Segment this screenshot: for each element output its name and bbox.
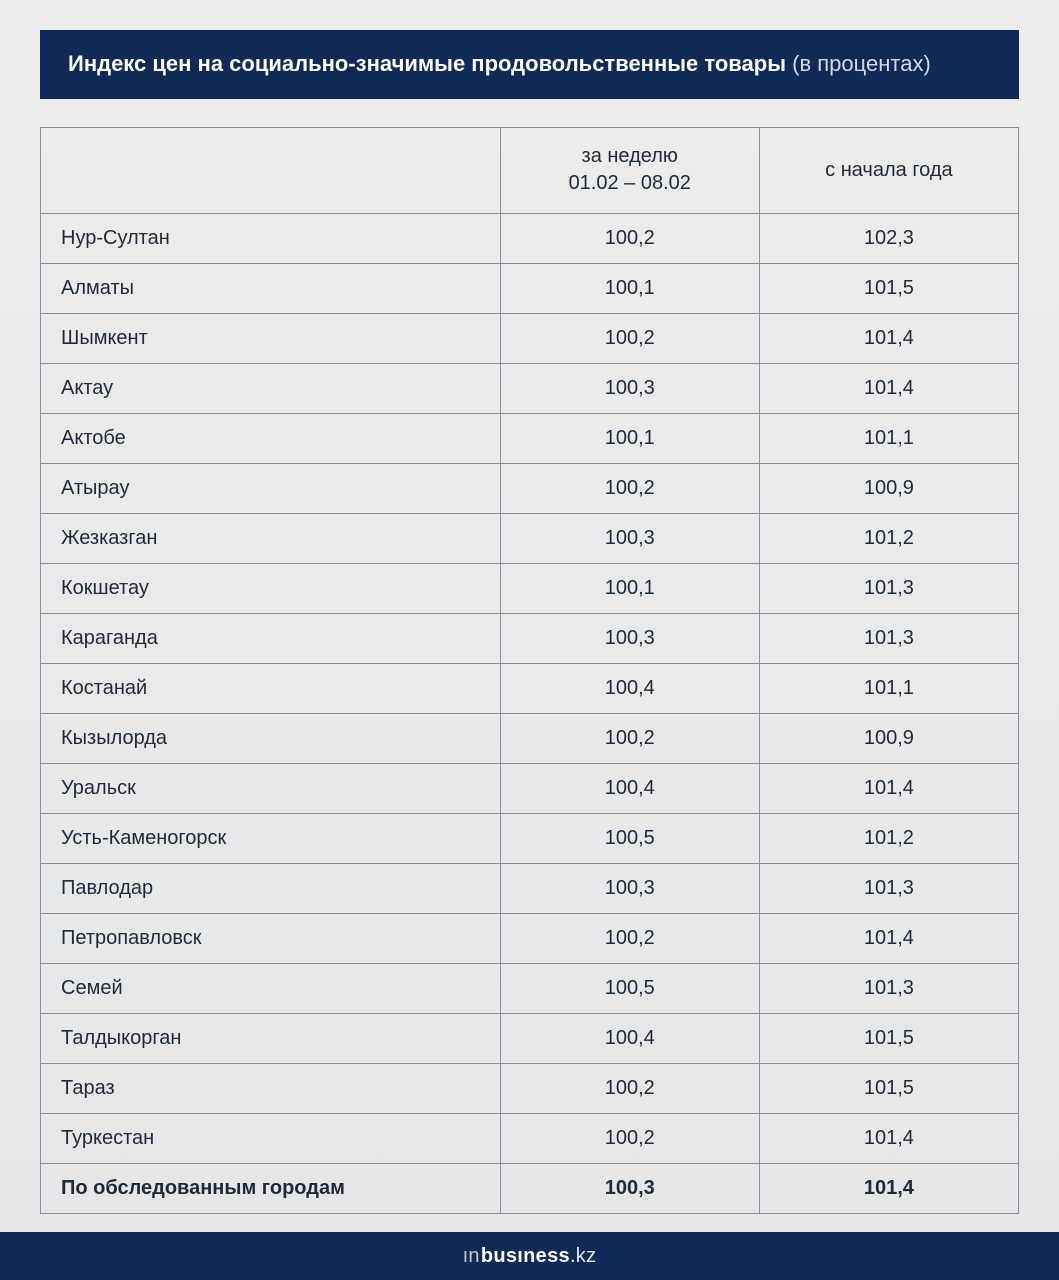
week-cell: 100,2 [500,1113,759,1163]
city-cell: Кызылорда [41,713,501,763]
week-cell: 100,1 [500,263,759,313]
week-cell: 100,3 [500,363,759,413]
total-city-cell: По обследованным городам [41,1163,501,1213]
table-row: Актау100,3101,4 [41,363,1019,413]
col-header-ytd-line1: с начала года [825,159,953,181]
table-row: Алматы100,1101,5 [41,263,1019,313]
ytd-cell: 101,5 [759,1013,1018,1063]
ytd-cell: 101,4 [759,763,1018,813]
city-cell: Караганда [41,613,501,663]
city-cell: Павлодар [41,863,501,913]
ytd-cell: 101,1 [759,663,1018,713]
total-week-cell: 100,3 [500,1163,759,1213]
table-row: Караганда100,3101,3 [41,613,1019,663]
footer-kz: .kz [570,1245,596,1268]
city-cell: Жезказган [41,513,501,563]
table-row: Семей100,5101,3 [41,963,1019,1013]
title-bold: Индекс цен на социально-значимые продово… [68,51,786,76]
week-cell: 100,5 [500,963,759,1013]
table-row: Павлодар100,3101,3 [41,863,1019,913]
week-cell: 100,2 [500,213,759,263]
week-cell: 100,2 [500,313,759,363]
table-row: Актобе100,1101,1 [41,413,1019,463]
ytd-cell: 100,9 [759,713,1018,763]
table-row: Петропавловск100,2101,4 [41,913,1019,963]
footer-bus: busıness [481,1245,570,1268]
table-row: Талдыкорган100,4101,5 [41,1013,1019,1063]
ytd-cell: 101,3 [759,563,1018,613]
total-ytd-cell: 101,4 [759,1163,1018,1213]
city-cell: Талдыкорган [41,1013,501,1063]
table-row: Атырау100,2100,9 [41,463,1019,513]
ytd-cell: 101,5 [759,263,1018,313]
table-row: Туркестан100,2101,4 [41,1113,1019,1163]
ytd-cell: 101,4 [759,363,1018,413]
week-cell: 100,3 [500,513,759,563]
week-cell: 100,2 [500,713,759,763]
col-header-week: за неделю 01.02 – 08.02 [500,127,759,213]
week-cell: 100,1 [500,563,759,613]
table-row: Тараз100,2101,5 [41,1063,1019,1113]
week-cell: 100,4 [500,1013,759,1063]
ytd-cell: 101,2 [759,813,1018,863]
price-index-table: за неделю 01.02 – 08.02 с начала года Ну… [40,127,1019,1214]
table-row: Кокшетау100,1101,3 [41,563,1019,613]
week-cell: 100,4 [500,763,759,813]
week-cell: 100,5 [500,813,759,863]
footer-in: ın [463,1245,480,1268]
page: Индекс цен на социально-значимые продово… [0,0,1059,1280]
week-cell: 100,3 [500,613,759,663]
city-cell: Кокшетау [41,563,501,613]
ytd-cell: 101,3 [759,863,1018,913]
ytd-cell: 101,5 [759,1063,1018,1113]
city-cell: Костанай [41,663,501,713]
col-header-ytd: с начала года [759,127,1018,213]
footer-brand: ın busıness .kz [0,1232,1059,1280]
week-cell: 100,3 [500,863,759,913]
price-index-table-wrap: за неделю 01.02 – 08.02 с начала года Ну… [40,127,1019,1214]
table-row: Нур-Султан100,2102,3 [41,213,1019,263]
ytd-cell: 101,1 [759,413,1018,463]
table-row: Костанай100,4101,1 [41,663,1019,713]
city-cell: Алматы [41,263,501,313]
table-total-row: По обследованным городам100,3101,4 [41,1163,1019,1213]
ytd-cell: 101,4 [759,913,1018,963]
title-bar: Индекс цен на социально-значимые продово… [40,30,1019,99]
ytd-cell: 101,3 [759,963,1018,1013]
ytd-cell: 102,3 [759,213,1018,263]
city-cell: Семей [41,963,501,1013]
col-header-city [41,127,501,213]
title-light: (в процентах) [792,51,931,76]
week-cell: 100,2 [500,1063,759,1113]
col-header-week-line2: 01.02 – 08.02 [569,172,691,194]
table-row: Жезказган100,3101,2 [41,513,1019,563]
city-cell: Актобе [41,413,501,463]
city-cell: Усть-Каменогорск [41,813,501,863]
city-cell: Шымкент [41,313,501,363]
table-row: Усть-Каменогорск100,5101,2 [41,813,1019,863]
week-cell: 100,2 [500,463,759,513]
city-cell: Актау [41,363,501,413]
city-cell: Атырау [41,463,501,513]
table-row: Кызылорда100,2100,9 [41,713,1019,763]
col-header-week-line1: за неделю [582,145,678,167]
ytd-cell: 101,4 [759,313,1018,363]
week-cell: 100,1 [500,413,759,463]
week-cell: 100,2 [500,913,759,963]
week-cell: 100,4 [500,663,759,713]
city-cell: Нур-Султан [41,213,501,263]
city-cell: Тараз [41,1063,501,1113]
city-cell: Туркестан [41,1113,501,1163]
table-header-row: за неделю 01.02 – 08.02 с начала года [41,127,1019,213]
table-row: Уральск100,4101,4 [41,763,1019,813]
city-cell: Петропавловск [41,913,501,963]
table-row: Шымкент100,2101,4 [41,313,1019,363]
ytd-cell: 101,2 [759,513,1018,563]
ytd-cell: 101,3 [759,613,1018,663]
ytd-cell: 100,9 [759,463,1018,513]
city-cell: Уральск [41,763,501,813]
ytd-cell: 101,4 [759,1113,1018,1163]
